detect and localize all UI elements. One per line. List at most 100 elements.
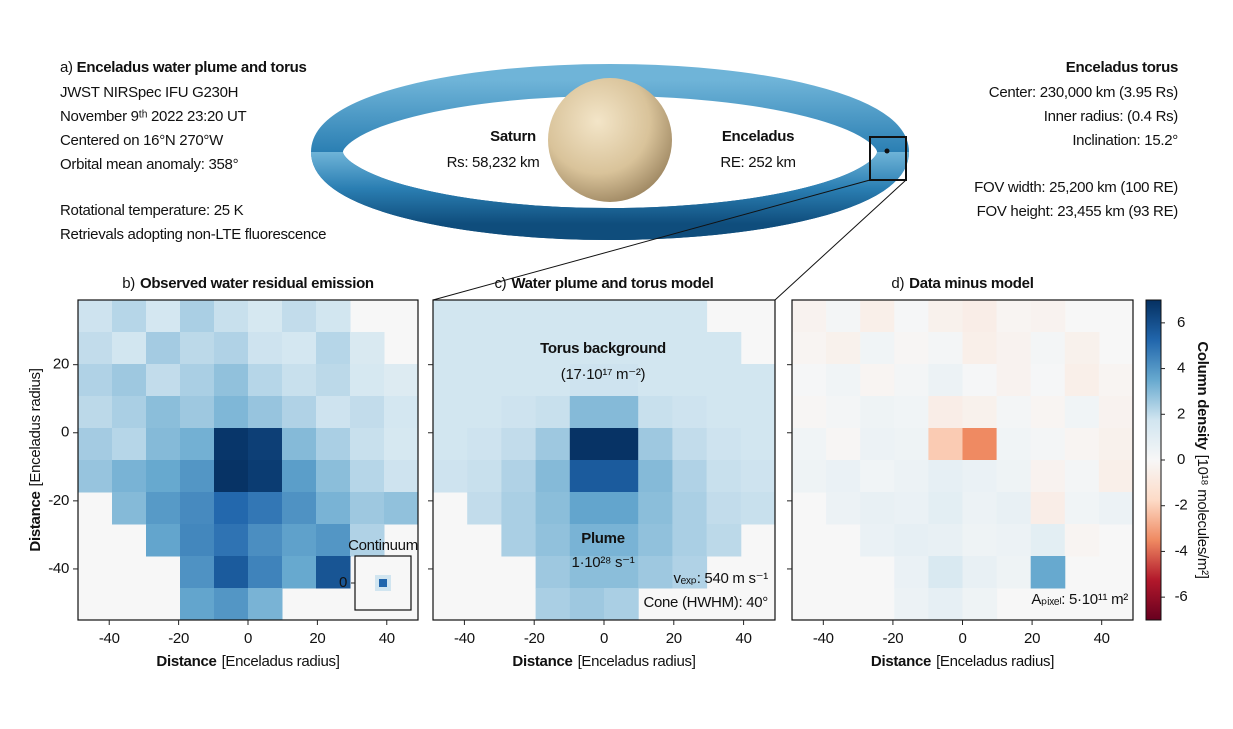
enceladus-label: Enceladus	[722, 128, 794, 145]
heatmap-cell	[894, 300, 929, 333]
heatmap-cell	[569, 396, 605, 429]
heatmap-cell	[638, 332, 673, 365]
heatmap-cell	[112, 460, 147, 493]
label-bold: Column density	[1194, 341, 1211, 450]
x-tick-label: 40	[1094, 630, 1110, 647]
heatmap-cell	[501, 300, 537, 333]
heatmap-cell	[1064, 460, 1100, 493]
heatmap-cell	[214, 492, 249, 525]
heatmap-cell	[1064, 364, 1100, 397]
heatmap-cell	[384, 428, 419, 461]
heatmap-cell	[384, 492, 419, 525]
heatmap-cell	[706, 332, 742, 365]
heatmap-cell	[962, 588, 998, 621]
label-unit: [Enceladus radius]	[222, 653, 340, 670]
info-line: Centered on 16°N 270°W	[60, 132, 224, 149]
heatmap-cell	[826, 428, 861, 461]
heatmap-cell	[792, 364, 827, 397]
colorbar-label: Column density [10¹⁸ molecules/m²]	[1194, 341, 1211, 578]
heatmap-cell	[1030, 364, 1066, 397]
heatmap-cell	[248, 588, 283, 621]
heatmap-cell	[316, 332, 351, 365]
heatmap-cell	[180, 300, 215, 333]
heatmap-cell	[350, 396, 385, 429]
heatmap-cell	[792, 300, 827, 333]
heatmap-cell	[894, 524, 929, 557]
heatmap-cell	[1030, 300, 1066, 333]
heatmap-cell	[996, 332, 1032, 365]
heatmap-cell	[350, 524, 385, 557]
heatmap-cell	[962, 556, 998, 589]
colorbar-tick-label: 6	[1177, 314, 1185, 331]
heatmap-cell	[214, 588, 249, 621]
heatmap-cell	[146, 524, 181, 557]
heatmap-cell	[282, 460, 317, 493]
heatmap-cell	[928, 396, 963, 429]
heatmap-cell	[467, 364, 502, 397]
saturn	[548, 78, 672, 202]
label-unit: [Enceladus radius]	[27, 368, 44, 486]
heatmap-cell	[928, 332, 963, 365]
x-tick-label: 40	[736, 630, 752, 647]
heatmap-cell	[1030, 492, 1066, 525]
heatmap-cell	[894, 428, 929, 461]
torus-front	[311, 150, 909, 240]
heatmap-cell	[350, 428, 385, 461]
heatmap-cell	[826, 364, 861, 397]
x-tick-label: 20	[666, 630, 682, 647]
heatmap-cell	[112, 492, 147, 525]
heatmap-cell	[569, 364, 605, 397]
heatmap-cell	[826, 332, 861, 365]
heatmap-cell	[467, 492, 502, 525]
colorbar	[1145, 299, 1162, 621]
heatmap-cell	[706, 364, 742, 397]
title: Data minus model	[909, 275, 1034, 292]
heatmap-cell	[860, 300, 895, 333]
heatmap-cell	[996, 396, 1032, 429]
heatmap-cell	[962, 428, 998, 461]
heatmap-cell	[1064, 492, 1100, 525]
heatmap-cell	[672, 524, 708, 557]
y-tick-label: -20	[48, 492, 69, 509]
heatmap-cell	[826, 460, 861, 493]
heatmap-cell	[248, 492, 283, 525]
heatmap-cell	[282, 396, 317, 429]
torus-line: Inner radius: (0.4 Rs)	[1044, 108, 1179, 125]
heatmap-cell	[860, 524, 895, 557]
x-tick-label: -40	[99, 630, 120, 647]
heatmap-cell	[282, 300, 317, 333]
heatmap-cell	[962, 460, 998, 493]
heatmap-cell	[569, 524, 605, 557]
panel-label: a)	[60, 59, 73, 76]
panel-title: b) Observed water residual emission	[122, 275, 374, 292]
torus-title: Enceladus torus	[1066, 59, 1178, 76]
heatmap-cell	[282, 492, 317, 525]
heatmap-cell	[214, 556, 249, 589]
inset-title: Continuum	[348, 537, 418, 554]
fov-box	[869, 136, 907, 181]
heatmap-cell	[740, 492, 776, 525]
title: Observed water residual emission	[140, 275, 374, 292]
saturn-label: Saturn	[490, 128, 536, 145]
info-line: Retrievals adopting non-LTE fluorescence	[60, 226, 326, 243]
torus-line: Center: 230,000 km (3.95 Rs)	[989, 84, 1178, 101]
heatmap-cell	[706, 428, 742, 461]
heatmap-cell	[996, 460, 1032, 493]
heatmap-cell	[350, 460, 385, 493]
heatmap-cell	[672, 364, 708, 397]
enceladus-dot	[884, 148, 890, 154]
heatmap-cell	[78, 460, 113, 493]
heatmap-cell	[78, 300, 113, 333]
heatmap-cell	[638, 460, 673, 493]
heatmap-cell	[467, 300, 502, 333]
heatmap-cell	[78, 428, 113, 461]
heatmap-cell	[604, 524, 639, 557]
heatmap-cell	[604, 460, 639, 493]
heatmap-cell	[214, 524, 249, 557]
heatmap-cell	[180, 460, 215, 493]
heatmap-cell	[928, 492, 963, 525]
heatmap-cell	[928, 588, 963, 621]
heatmap-cell	[604, 492, 639, 525]
heatmap-cell	[112, 364, 147, 397]
x-tick-label: 20	[309, 630, 325, 647]
